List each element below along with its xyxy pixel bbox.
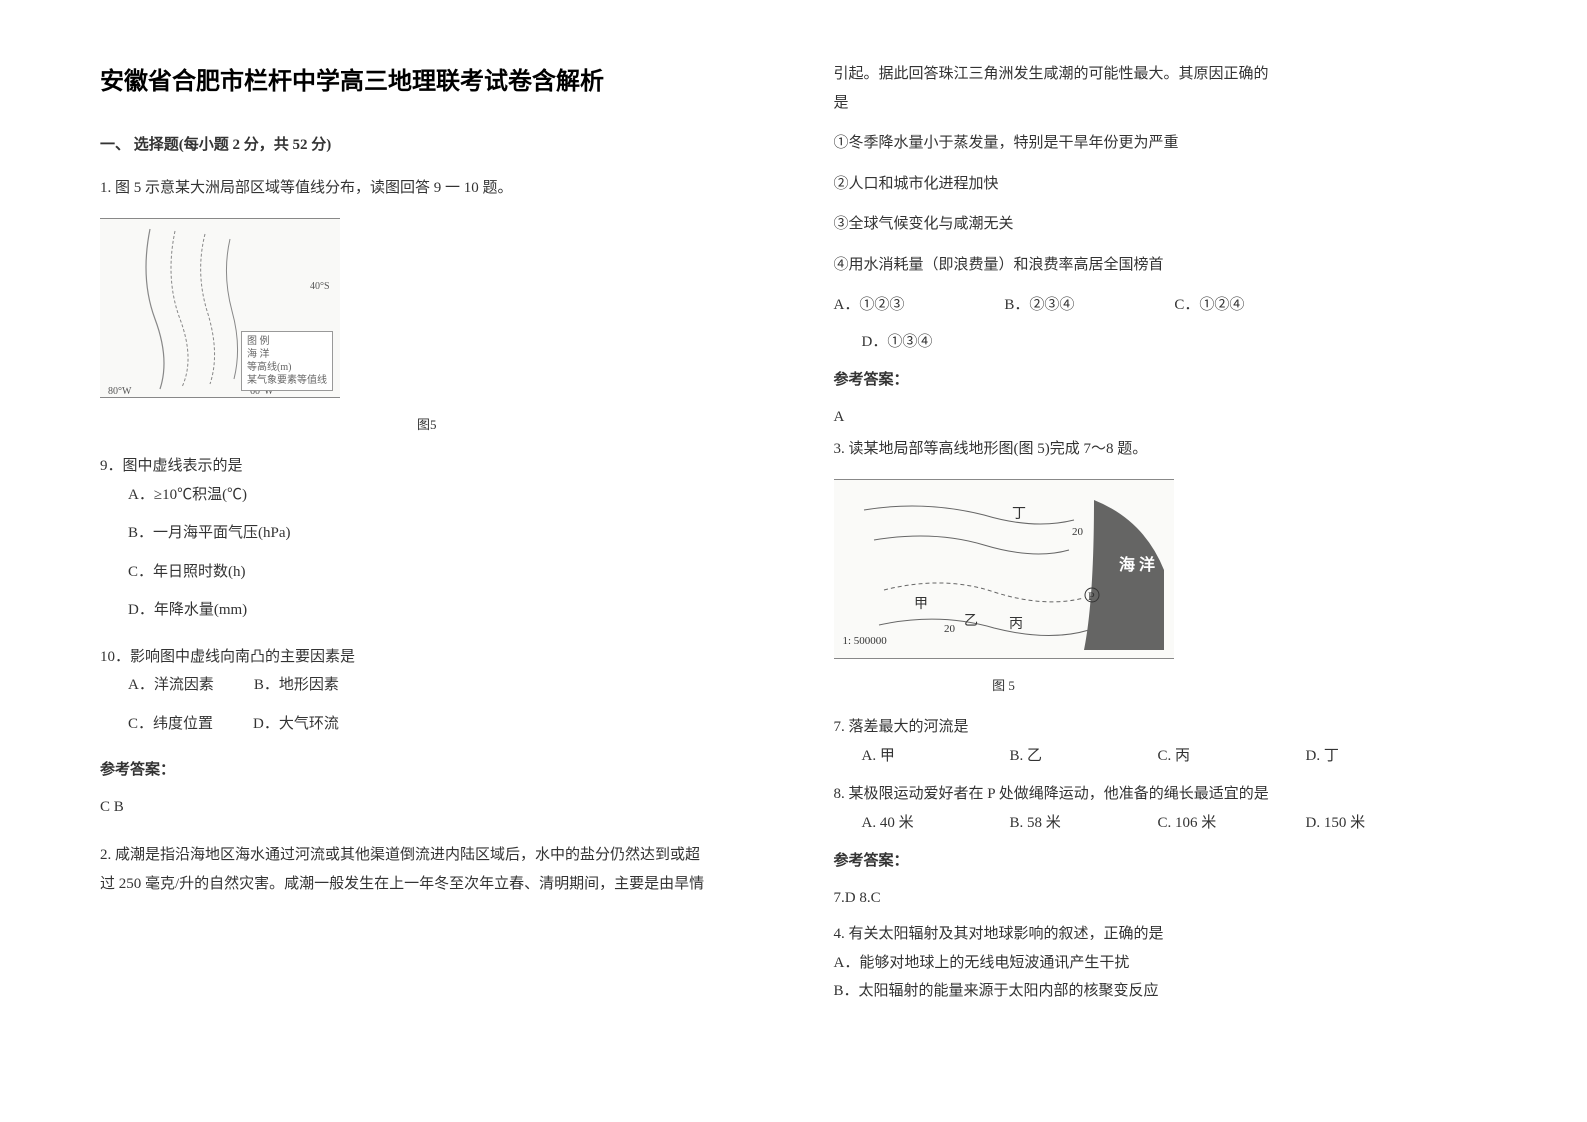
section-header: 一、 选择题(每小题 2 分，共 52 分) (100, 131, 754, 160)
q9-opt-c: C．年日照时数(h) (128, 558, 754, 587)
q4-opt-a: A．能够对地球上的无线电短波通讯产生干扰 (834, 949, 1488, 978)
q4-opt-b: B．太阳辐射的能量来源于太阳内部的核聚变反应 (834, 977, 1488, 1006)
q9-opt-b: B．一月海平面气压(hPa) (128, 519, 754, 548)
q10-stem: 10．影响图中虚线向南凸的主要因素是 (100, 643, 754, 672)
q3-stem: 3. 读某地局部等高线地形图(图 5)完成 7～8 题。 (834, 435, 1488, 464)
lon-left: 80°W (108, 386, 132, 397)
q1-answer-label: 参考答案： (100, 756, 754, 785)
q1-answer: C B (100, 793, 754, 822)
q2-answer-label: 参考答案： (834, 366, 1488, 395)
legend-line-1: 海 洋 (247, 348, 327, 361)
q10-opt-b: B．地形因素 (254, 671, 339, 700)
q10-opt-d: D．大气环流 (253, 710, 339, 739)
q7-stem: 7. 落差最大的河流是 (834, 713, 1488, 742)
q2-c4: ④用水消耗量（即浪费量）和浪费率高居全国榜首 (834, 251, 1488, 280)
figure-legend: 图 例 海 洋 等高线(m) 某气象要素等值线 (241, 331, 333, 391)
q10-opt-c: C．纬度位置 (128, 710, 213, 739)
q7-opt-d: D. 丁 (1306, 742, 1454, 771)
q2-c3: ③全球气候变化与咸潮无关 (834, 210, 1488, 239)
q8-opt-b: B. 58 米 (1010, 809, 1158, 838)
label-yi: 乙 (964, 613, 978, 629)
q9-opt-a: A．≥10℃积温(℃) (128, 481, 754, 510)
q9-opt-d: D．年降水量(mm) (128, 596, 754, 625)
right-column: 引起。据此回答珠江三角洲发生咸潮的可能性最大。其原因正确的 是 ①冬季降水量小于… (834, 60, 1488, 1006)
q3-answer-label: 参考答案： (834, 847, 1488, 876)
lat-label: 40°S (310, 281, 330, 292)
label-bing: 丙 (1009, 617, 1023, 632)
contour-20a: 20 (1072, 526, 1084, 538)
legend-title: 图 例 (247, 335, 327, 348)
q8-opt-d: D. 150 米 (1306, 809, 1454, 838)
sub-q10: 10．影响图中虚线向南凸的主要因素是 A．洋流因素 B．地形因素 C．纬度位置 … (100, 643, 754, 739)
q2-stem-p2: 过 250 毫克/升的自然灾害。咸潮一般发生在上一年冬至次年立春、清明期间，主要… (100, 870, 754, 899)
q2-opt-a: A．①②③ (834, 291, 905, 320)
q7-options: A. 甲 B. 乙 C. 丙 D. 丁 (834, 742, 1454, 771)
q8-stem: 8. 某极限运动爱好者在 P 处做绳降运动，他准备的绳长最适宜的是 (834, 780, 1488, 809)
figure-5b-caption: 图 5 (834, 674, 1174, 699)
q3-answer: 7.D 8.C (834, 884, 1488, 913)
scale-label: 1: 500000 (843, 631, 887, 652)
sub-q9: 9．图中虚线表示的是 A．≥10℃积温(℃) B．一月海平面气压(hPa) C．… (100, 452, 754, 625)
contour-20b: 20 (944, 623, 956, 635)
q2-answer: A (834, 403, 1488, 432)
q2-opt-c: C．①②④ (1174, 291, 1244, 320)
label-p: P (1088, 589, 1095, 603)
left-column: 安徽省合肥市栏杆中学高三地理联考试卷含解析 一、 选择题(每小题 2 分，共 5… (100, 60, 754, 1006)
sea-label: 海 洋 (1119, 555, 1155, 574)
q8-opt-a: A. 40 米 (862, 809, 1010, 838)
q2-opt-d: D．①③④ (834, 328, 1488, 357)
figure-5a-caption: 图5 (100, 413, 754, 438)
q8-opt-c: C. 106 米 (1158, 809, 1306, 838)
figure-5a: 80°W 60°W 40°S 图 例 海 洋 等高线(m) 某气象要素等值线 (100, 218, 340, 398)
q1-stem: 1. 图 5 示意某大洲局部区域等值线分布，读图回答 9 一 10 题。 (100, 174, 754, 203)
legend-line-2: 等高线(m) (247, 361, 327, 374)
q2-c2: ②人口和城市化进程加快 (834, 170, 1488, 199)
page-title: 安徽省合肥市栏杆中学高三地理联考试卷含解析 (100, 60, 754, 106)
page-container: 安徽省合肥市栏杆中学高三地理联考试卷含解析 一、 选择题(每小题 2 分，共 5… (100, 60, 1487, 1006)
label-jia: 甲 (914, 597, 928, 612)
figure-5b: 海 洋 甲 乙 丙 丁 P 20 20 1: 500000 (834, 479, 1174, 659)
label-ding: 丁 (1012, 507, 1026, 522)
q7-opt-a: A. 甲 (862, 742, 1010, 771)
legend-line-3: 某气象要素等值线 (247, 374, 327, 387)
q2-stem-p1: 2. 咸潮是指沿海地区海水通过河流或其他渠道倒流进内陆区域后，水中的盐分仍然达到… (100, 841, 754, 870)
q2-stem-p3: 引起。据此回答珠江三角洲发生咸潮的可能性最大。其原因正确的 (834, 60, 1488, 89)
q2-options-row: A．①②③ B．②③④ C．①②④ (834, 291, 1488, 320)
q7-opt-b: B. 乙 (1010, 742, 1158, 771)
q10-opt-a: A．洋流因素 (128, 671, 214, 700)
q7-opt-c: C. 丙 (1158, 742, 1306, 771)
q2-opt-b: B．②③④ (1004, 291, 1074, 320)
q4-stem: 4. 有关太阳辐射及其对地球影响的叙述，正确的是 (834, 920, 1488, 949)
q2-c1: ①冬季降水量小于蒸发量，特别是干旱年份更为严重 (834, 129, 1488, 158)
q9-stem: 9．图中虚线表示的是 (100, 452, 754, 481)
q2-stem-p4: 是 (834, 89, 1488, 118)
q8-options: A. 40 米 B. 58 米 C. 106 米 D. 150 米 (834, 809, 1454, 838)
